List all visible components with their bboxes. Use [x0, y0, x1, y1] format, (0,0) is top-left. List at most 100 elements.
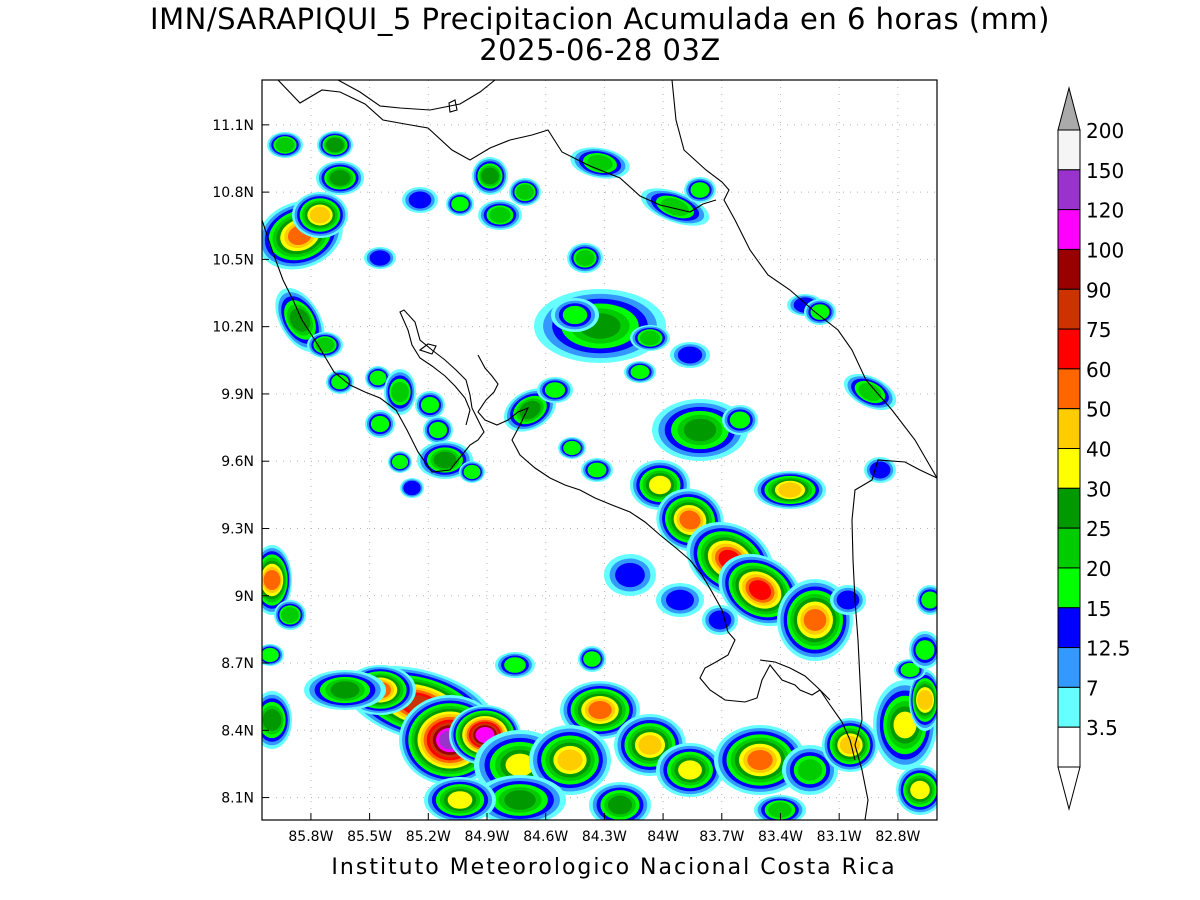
precip-contour	[915, 640, 935, 660]
lon-tick-label: 85.8W	[288, 829, 333, 845]
colorbar-label: 15	[1086, 597, 1111, 621]
precip-contour	[262, 709, 282, 731]
precip-contour	[748, 580, 772, 600]
precip-contour	[607, 795, 633, 815]
lat-tick-label: 9.3N	[221, 521, 254, 537]
precip-contour	[910, 780, 930, 800]
precip-contour	[391, 381, 409, 403]
colorbar-swatch	[1057, 248, 1081, 290]
lon-tick-label: 83.1W	[817, 829, 862, 845]
precip-contour	[839, 735, 861, 755]
precip-contour	[563, 440, 581, 456]
precip-contour	[369, 250, 391, 266]
precip-contour	[420, 396, 440, 414]
lon-tick-label: 83.7W	[699, 829, 744, 845]
precip-contour	[679, 510, 701, 530]
lat-tick-label: 9.6N	[221, 454, 254, 470]
precip-contour	[640, 330, 660, 346]
lon-tick-label: 84.6W	[523, 829, 568, 845]
latitude-axis: 11.1N 10.8N 10.5N 10.2N 9.9N 9.6N 9.3N 9N 8.7N 8.…	[212, 118, 269, 807]
precip-contour	[369, 370, 387, 386]
precip-contour	[481, 167, 499, 185]
precip-contour	[329, 170, 351, 186]
precip-contour	[768, 802, 792, 818]
precip-contour	[747, 750, 773, 770]
precip-contour	[428, 421, 448, 439]
precip-contour	[330, 681, 360, 699]
precip-contour	[370, 415, 390, 433]
precip-contour	[858, 383, 882, 401]
colorbar-swatch	[1057, 726, 1081, 768]
colorbar-label: 150	[1086, 159, 1124, 183]
precip-contour	[797, 759, 823, 781]
colorbar-max-arrow	[1057, 86, 1081, 131]
nicaragua-coast-north	[337, 80, 496, 111]
precip-contour	[803, 609, 827, 631]
precip-contour	[262, 647, 279, 663]
lat-tick-label: 8.1N	[221, 791, 254, 807]
precip-contour	[678, 760, 702, 780]
colorbar-swatch	[1057, 686, 1081, 728]
colorbar-swatch	[1057, 328, 1081, 370]
precip-contour	[666, 589, 694, 611]
precip-contour	[575, 250, 595, 266]
colorbar-label: 30	[1086, 477, 1111, 501]
colorbar-swatch	[1057, 169, 1081, 211]
colorbar-label: 7	[1086, 676, 1099, 700]
precip-contour	[921, 591, 937, 609]
precip-contour	[489, 207, 511, 223]
precip-contour	[504, 790, 536, 810]
precip-contour	[281, 607, 299, 623]
precip-contour	[690, 182, 710, 198]
precip-contour	[900, 662, 920, 678]
precip-contour	[403, 480, 421, 496]
lon-tick-label: 84.9W	[464, 829, 509, 845]
lon-tick-label: 84W	[647, 829, 679, 845]
footer-credit: Instituto Meteorologico Nacional Costa R…	[331, 855, 897, 880]
lake-nicaragua-shore	[277, 80, 717, 213]
precip-contour	[587, 462, 607, 478]
colorbar-legend: 200 150 120 100 90 75 60 50 40 30 25 20 15 12.5 7 3.5	[1057, 86, 1131, 811]
colorbar-label: 40	[1086, 438, 1111, 462]
panama-border	[851, 459, 937, 820]
caribbean-coast	[671, 80, 937, 479]
precip-contour	[463, 464, 481, 480]
precip-contour	[677, 346, 703, 364]
colorbar-swatch	[1057, 408, 1081, 449]
colorbar-label: 100	[1086, 238, 1124, 262]
precip-contour	[893, 711, 917, 739]
colorbar-swatch	[1057, 448, 1081, 489]
precip-contour	[683, 418, 717, 442]
map-title: IMN/SARAPIQUI_5 Precipitacion Acumulada …	[150, 2, 1050, 36]
colorbar-label: 60	[1086, 358, 1111, 382]
map-subtitle-datetime: 2025-06-28 03Z	[479, 33, 721, 67]
colorbar-label: 75	[1086, 318, 1111, 342]
precip-contour	[729, 411, 751, 429]
colorbar-swatch	[1057, 567, 1081, 609]
precip-contour	[588, 701, 612, 719]
lat-tick-label: 10.5N	[212, 252, 254, 268]
colorbar-label: 90	[1086, 278, 1111, 302]
lat-tick-label: 8.7N	[221, 656, 254, 672]
precip-contour	[810, 304, 830, 320]
precip-contour	[557, 749, 583, 771]
colorbar-label: 3.5	[1086, 716, 1118, 740]
precip-contour	[309, 206, 331, 224]
longitude-axis: 85.8W 85.5W 85.2W 84.9W 84.6W 84.3W 84W 83.7W 83…	[288, 813, 921, 845]
lat-tick-label: 10.8N	[212, 185, 254, 201]
lat-tick-label: 8.4N	[221, 723, 254, 739]
precip-contour	[562, 305, 588, 325]
precipitation-field	[262, 131, 937, 820]
colorbar-swatch	[1057, 647, 1081, 688]
colorbar-label: 50	[1086, 398, 1111, 422]
precip-contour	[331, 374, 349, 390]
precip-contour	[836, 590, 860, 610]
precip-contour	[544, 382, 566, 398]
colorbar-swatch	[1057, 368, 1081, 410]
lat-tick-label: 11.1N	[212, 118, 254, 134]
small-island	[448, 99, 458, 113]
precip-contour	[615, 562, 645, 588]
precip-contour	[408, 191, 432, 209]
colorbar-label: 20	[1086, 557, 1111, 581]
